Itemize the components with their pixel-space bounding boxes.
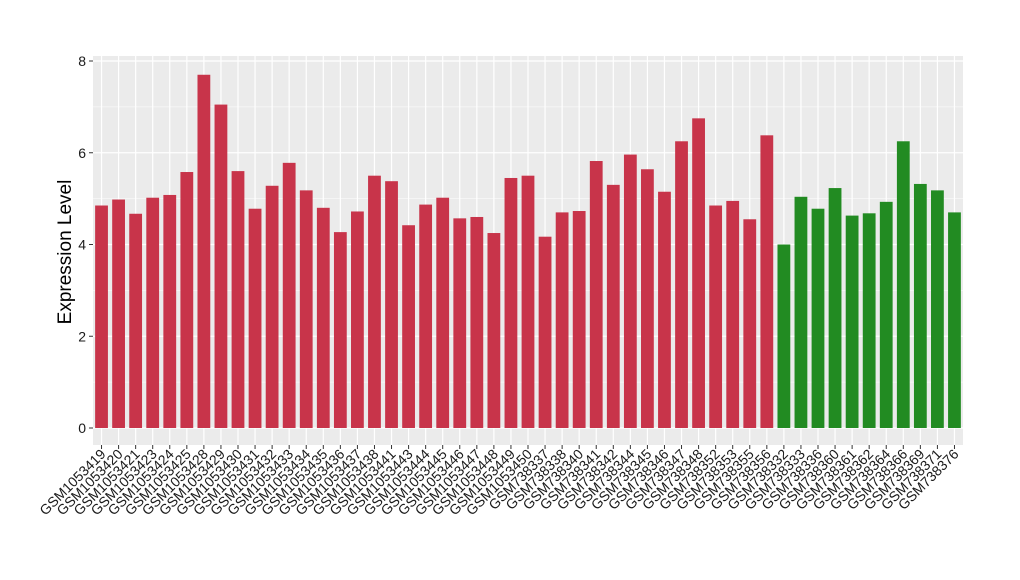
- bar-GSM738346: [658, 191, 671, 428]
- bar-GSM1053438: [368, 175, 381, 428]
- y-axis: 0 2 4 6 8: [78, 53, 93, 436]
- bar-GSM738364: [879, 201, 893, 428]
- bar-GSM1053436: [333, 232, 347, 428]
- bar-GSM738333: [794, 196, 808, 428]
- bar-GSM1053445: [436, 197, 450, 428]
- bar-GSM1053428: [197, 74, 211, 428]
- bar-GSM1053433: [282, 162, 296, 428]
- bar-GSM738352: [709, 205, 723, 428]
- bar-GSM738366: [896, 141, 910, 428]
- bar-GSM1053434: [299, 190, 313, 428]
- y-tick-label: 2: [78, 328, 86, 344]
- bar-GSM1053423: [146, 197, 160, 428]
- bar-GSM738341: [589, 161, 603, 428]
- bar-GSM1053425: [180, 172, 194, 428]
- bar-GSM738360: [828, 188, 842, 428]
- y-tick-label: 4: [78, 237, 86, 253]
- bar-GSM738356: [760, 135, 774, 428]
- y-tick-label: 6: [78, 145, 86, 161]
- bar-GSM1053441: [385, 181, 398, 428]
- bar-GSM738337: [538, 236, 552, 428]
- bars-group: [95, 74, 961, 428]
- bar-GSM1053432: [265, 185, 279, 428]
- bar-GSM738332: [777, 244, 791, 428]
- bar-GSM738361: [845, 215, 859, 428]
- bar-GSM738376: [948, 212, 961, 428]
- bar-GSM738344: [623, 154, 637, 428]
- x-axis: GSM1053419GSM1053420GSM1053421GSM1053423…: [36, 445, 962, 518]
- bar-GSM738336: [811, 208, 825, 428]
- bar-GSM1053446: [453, 218, 467, 428]
- bar-GSM738347: [675, 141, 688, 428]
- y-tick-label: 0: [78, 420, 86, 436]
- bar-GSM738338: [555, 212, 569, 428]
- bar-GSM738340: [572, 211, 586, 428]
- bar-GSM738348: [692, 118, 705, 428]
- bar-GSM1053431: [248, 208, 262, 428]
- bar-GSM738342: [606, 184, 620, 428]
- bar-GSM1053430: [231, 171, 245, 428]
- bar-GSM738345: [641, 169, 654, 428]
- bar-GSM1053424: [163, 194, 177, 428]
- bar-GSM738371: [931, 190, 944, 428]
- bar-GSM738353: [726, 200, 740, 428]
- bar-GSM1053449: [504, 177, 518, 428]
- bar-GSM1053443: [402, 225, 415, 428]
- bar-GSM738369: [913, 183, 927, 428]
- bar-GSM1053450: [521, 175, 535, 428]
- bar-GSM738362: [862, 213, 876, 428]
- y-axis-title: Expression Level: [55, 180, 76, 325]
- y-tick-label: 8: [78, 53, 86, 69]
- bar-GSM1053435: [316, 207, 330, 428]
- bar-GSM1053419: [95, 205, 108, 428]
- bar-GSM1053421: [129, 213, 143, 428]
- bar-GSM738355: [743, 219, 757, 428]
- bar-GSM1053437: [351, 211, 364, 428]
- bar-GSM1053444: [419, 204, 433, 428]
- bar-GSM1053447: [470, 216, 484, 428]
- bar-GSM1053429: [214, 104, 228, 428]
- bar-GSM1053420: [112, 199, 125, 428]
- bar-GSM1053448: [487, 233, 501, 428]
